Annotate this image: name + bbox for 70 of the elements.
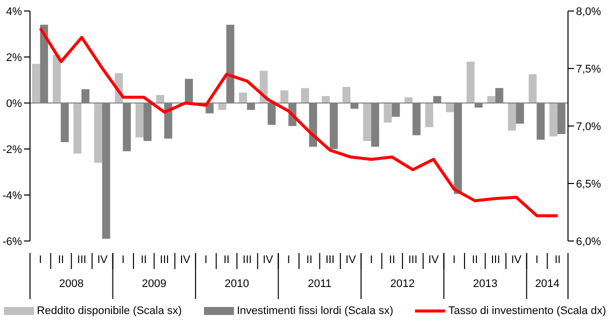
x-tick-label: IV	[428, 254, 440, 266]
x-tick-label: I	[38, 254, 42, 266]
x-tick-label: II	[140, 254, 147, 266]
x-tick-label: IV	[180, 254, 192, 266]
bar	[52, 54, 61, 103]
text: 2014	[535, 278, 560, 290]
x-tick-label: I	[204, 254, 208, 266]
x-tick-label: III	[325, 254, 335, 266]
bar	[73, 103, 82, 154]
x-tick-label: III	[77, 254, 86, 266]
x-tick-label: IV	[97, 254, 108, 266]
bar	[363, 103, 372, 141]
x-tick-label: II	[224, 254, 230, 266]
legend-label: Reddito disponibile (Scala sx)	[36, 305, 182, 317]
x-tick-label: IV	[511, 254, 522, 266]
bar	[528, 74, 537, 103]
bar	[218, 103, 226, 110]
legend-label: Tasso di investimento (Scala dx)	[448, 305, 606, 317]
bar	[425, 103, 434, 128]
x-tick-label: IV	[346, 254, 357, 266]
x-tick-label: III	[242, 254, 252, 266]
y-tick-label: 2%	[6, 52, 22, 64]
bar	[384, 103, 392, 123]
bar	[322, 96, 330, 103]
y2-tick-label: 6,5%	[576, 178, 602, 190]
x-tick-label: III	[160, 254, 170, 266]
x-tick-label: I	[452, 254, 456, 266]
bar	[508, 103, 516, 131]
bar	[301, 88, 310, 103]
y-tick-label: -2%	[2, 144, 22, 156]
x-tick-label: IV	[262, 254, 274, 266]
y2-tick-label: 8,0%	[576, 6, 602, 18]
y-tick-label: -4%	[2, 190, 22, 202]
bar	[549, 103, 558, 136]
text: 2010	[224, 278, 250, 290]
bar	[280, 90, 288, 103]
text: 2012	[390, 278, 415, 290]
line-series	[38, 26, 560, 218]
text: 2009	[142, 278, 166, 290]
bar	[156, 94, 164, 103]
x-tick-label: II	[58, 254, 64, 266]
y2-tick-label: 7,5%	[576, 63, 602, 76]
x-tick-label: II	[389, 254, 396, 266]
y-tick-label: 0%	[6, 98, 22, 110]
bar	[32, 64, 40, 103]
x-tick-label: III	[408, 254, 418, 266]
text: 2008	[59, 278, 84, 290]
y2-tick-label: 6,0%	[576, 236, 602, 248]
x-tick-label: II	[472, 254, 478, 266]
x-tick-label: II	[306, 254, 312, 266]
bar	[136, 103, 144, 138]
x-tick-label: II	[554, 254, 561, 266]
x-tick-label: I	[287, 254, 290, 266]
y2-tick-label: 7,0%	[576, 120, 602, 133]
legend-label: Investimenti fissi lordi (Scala sx)	[236, 305, 394, 317]
bar	[184, 78, 193, 103]
y-tick-label: -6%	[2, 236, 22, 248]
x-tick-label: I	[122, 254, 125, 266]
bar	[342, 86, 350, 103]
x-tick-label: I	[370, 254, 373, 266]
bar	[94, 103, 102, 163]
bar	[466, 62, 475, 103]
text: 2011	[308, 278, 332, 290]
x-tick-label: I	[535, 254, 538, 266]
bar	[487, 96, 496, 103]
y-tick-label: 4%	[6, 6, 22, 18]
bar	[446, 103, 454, 112]
bar	[238, 92, 247, 103]
x-tick-label: III	[490, 254, 500, 266]
text: 2013	[472, 278, 498, 290]
